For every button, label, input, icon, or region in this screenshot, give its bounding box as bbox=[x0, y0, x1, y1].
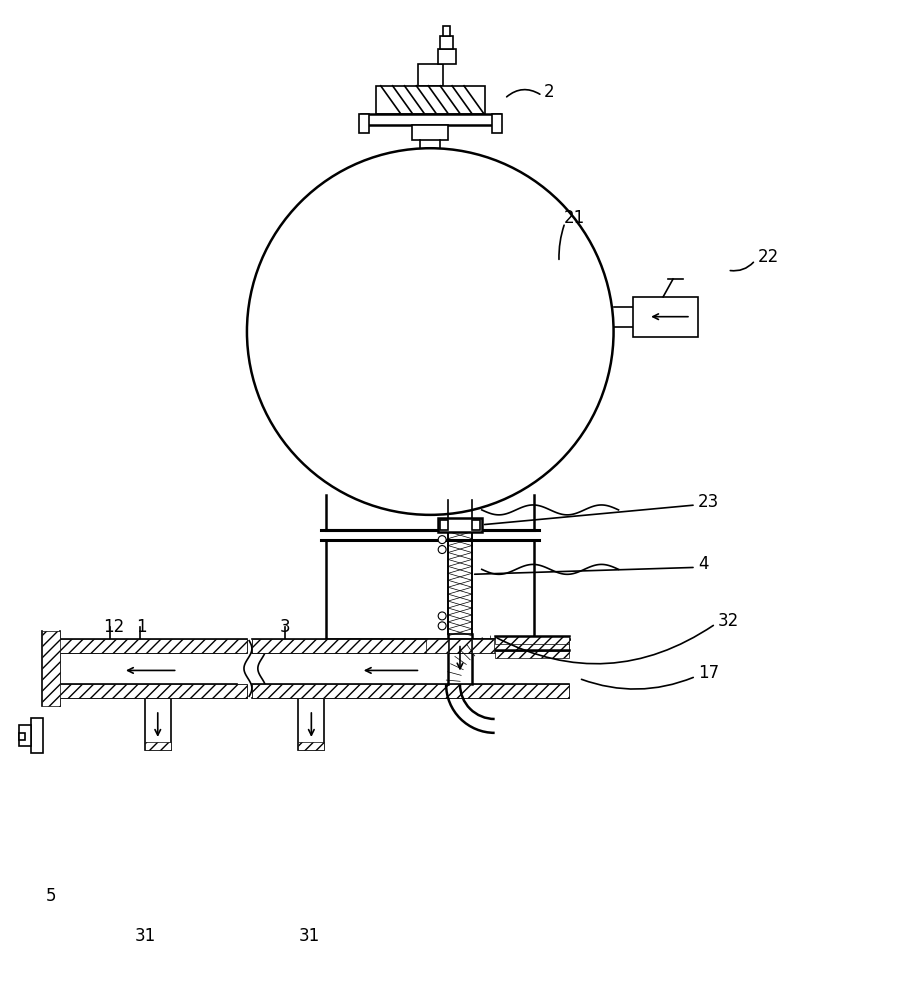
Circle shape bbox=[247, 148, 614, 515]
Bar bbox=[441, 36, 453, 49]
Bar bbox=[145, 698, 170, 750]
Text: 31: 31 bbox=[135, 927, 156, 945]
Bar bbox=[42, 631, 60, 706]
Bar bbox=[441, 520, 448, 530]
Text: 17: 17 bbox=[698, 664, 719, 682]
Bar bbox=[252, 639, 569, 653]
Bar bbox=[299, 698, 324, 750]
Bar bbox=[361, 114, 499, 125]
Bar bbox=[438, 49, 456, 64]
Text: 32: 32 bbox=[717, 612, 739, 630]
Text: 1: 1 bbox=[136, 618, 147, 636]
Bar bbox=[252, 684, 569, 698]
Text: 31: 31 bbox=[299, 927, 320, 945]
Bar bbox=[359, 114, 369, 133]
Circle shape bbox=[438, 536, 446, 544]
Bar bbox=[145, 742, 170, 750]
Bar bbox=[495, 636, 569, 644]
Bar bbox=[31, 718, 43, 753]
Bar bbox=[59, 684, 247, 698]
Text: 2: 2 bbox=[544, 83, 555, 101]
Bar bbox=[299, 742, 324, 750]
Text: 12: 12 bbox=[104, 618, 125, 636]
Text: 22: 22 bbox=[758, 248, 779, 266]
Text: 21: 21 bbox=[564, 209, 585, 227]
Bar bbox=[443, 26, 450, 36]
Bar bbox=[438, 518, 482, 532]
Bar bbox=[448, 532, 472, 634]
Text: 3: 3 bbox=[279, 618, 290, 636]
Bar bbox=[426, 639, 448, 653]
Bar bbox=[19, 733, 25, 740]
Bar bbox=[412, 125, 448, 140]
Circle shape bbox=[438, 546, 446, 554]
Text: 23: 23 bbox=[698, 493, 719, 511]
Bar bbox=[376, 86, 485, 114]
Circle shape bbox=[438, 612, 446, 620]
Circle shape bbox=[438, 622, 446, 630]
Bar bbox=[419, 64, 443, 86]
Bar bbox=[492, 114, 502, 133]
Bar bbox=[633, 297, 698, 337]
Bar bbox=[472, 520, 480, 530]
Bar bbox=[472, 639, 494, 653]
Bar bbox=[19, 725, 31, 746]
Bar bbox=[495, 651, 569, 658]
Text: 5: 5 bbox=[46, 887, 56, 905]
Bar bbox=[59, 639, 247, 653]
Text: 4: 4 bbox=[698, 555, 708, 573]
